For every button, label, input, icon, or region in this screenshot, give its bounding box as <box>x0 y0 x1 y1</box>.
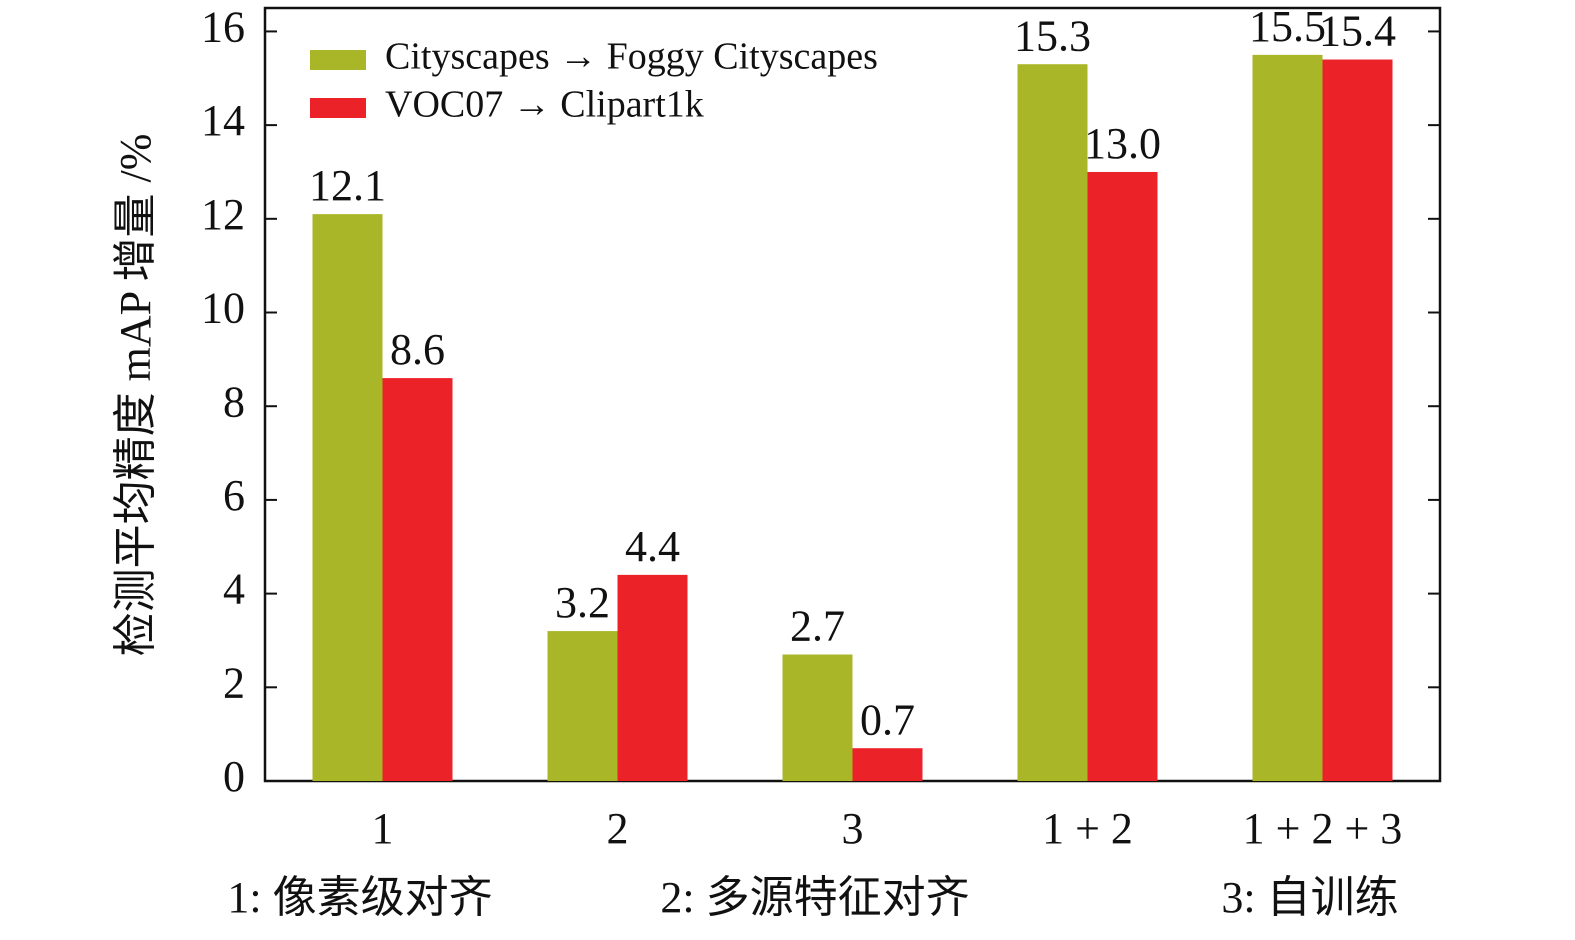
legend-label: VOC07 → Clipart1k <box>385 84 704 126</box>
y-axis-label: 检测平均精度 mAP 增量 /% <box>111 134 160 657</box>
bar <box>1087 171 1158 781</box>
value-label: 4.4 <box>625 522 680 571</box>
y-tick-label: 4 <box>223 565 245 614</box>
value-label: 15.3 <box>1014 11 1091 60</box>
bar <box>1322 59 1393 782</box>
value-label: 0.7 <box>860 695 915 744</box>
value-label: 3.2 <box>555 578 610 627</box>
annotation: 2: 多源特征对齐 <box>660 873 969 922</box>
y-tick-label: 8 <box>223 377 245 426</box>
bar <box>312 214 383 782</box>
value-label: 13.0 <box>1084 119 1161 168</box>
x-tick-label: 2 <box>607 804 629 853</box>
legend-swatch <box>310 50 366 70</box>
y-tick-label: 14 <box>201 96 245 145</box>
x-tick-label: 1 + 2 <box>1042 804 1133 853</box>
value-label: 15.5 <box>1249 2 1326 51</box>
annotation: 3: 自训练 <box>1221 873 1398 922</box>
value-label: 2.7 <box>790 602 845 651</box>
y-tick-label: 0 <box>223 752 245 801</box>
bar <box>852 748 923 781</box>
bar <box>1252 54 1323 781</box>
y-tick-label: 12 <box>201 190 245 239</box>
y-tick-label: 6 <box>223 471 245 520</box>
x-tick-label: 3 <box>842 804 864 853</box>
bar <box>547 631 618 781</box>
bar <box>617 574 688 781</box>
y-tick-label: 16 <box>201 3 245 52</box>
bar <box>1017 64 1088 781</box>
value-label: 12.1 <box>309 161 386 210</box>
y-tick-label: 10 <box>201 284 245 333</box>
annotation: 1: 像素级对齐 <box>227 873 492 922</box>
x-tick-label: 1 <box>372 804 394 853</box>
value-label: 15.4 <box>1319 7 1396 56</box>
legend-swatch <box>310 98 366 118</box>
y-tick-label: 2 <box>223 658 245 707</box>
legend-label: Cityscapes → Foggy Cityscapes <box>385 36 878 78</box>
bar <box>382 378 453 781</box>
x-tick-label: 1 + 2 + 3 <box>1243 804 1403 853</box>
value-label: 8.6 <box>390 325 445 374</box>
bar <box>782 654 853 781</box>
